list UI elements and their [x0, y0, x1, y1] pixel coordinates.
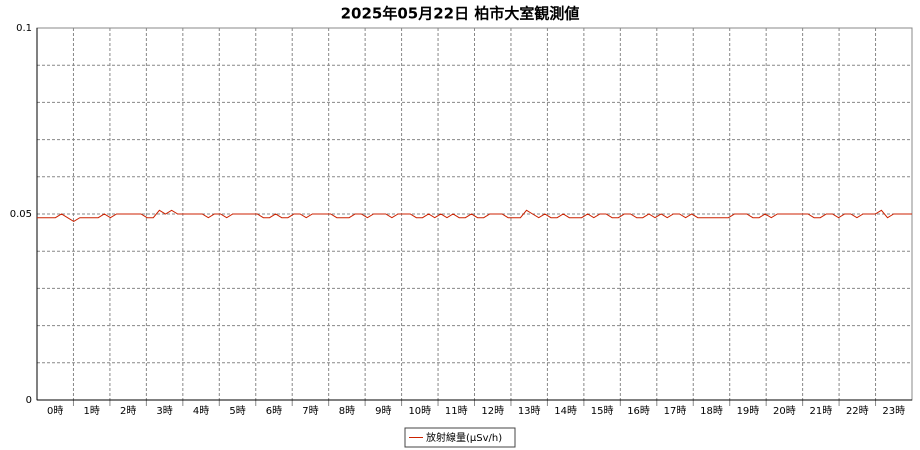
- y-tick-label: 0.1: [16, 23, 32, 34]
- chart-title: 2025年05月22日 柏市大室観測値: [341, 5, 580, 23]
- x-tick-label: 20時: [773, 405, 796, 417]
- x-tick-label: 8時: [339, 405, 355, 417]
- x-tick-label: 18時: [700, 405, 723, 417]
- x-tick-label: 1時: [84, 405, 100, 417]
- x-tick-label: 9時: [375, 405, 391, 417]
- x-tick-label: 3時: [156, 405, 172, 417]
- x-tick-label: 14時: [554, 405, 577, 417]
- x-tick-label: 10時: [408, 405, 431, 417]
- x-tick-label: 21時: [809, 405, 832, 417]
- x-tick-label: 2時: [120, 405, 136, 417]
- x-tick-label: 13時: [518, 405, 541, 417]
- x-tick-label: 16時: [627, 405, 650, 417]
- y-tick-label: 0.05: [10, 209, 32, 220]
- x-tick-label: 11時: [445, 405, 468, 417]
- x-tick-label: 6時: [266, 405, 282, 417]
- y-tick-label: 0: [26, 395, 32, 406]
- x-tick-label: 19時: [737, 405, 760, 417]
- legend-label: 放射線量(μSv/h): [426, 431, 502, 444]
- data-line: [37, 209, 912, 223]
- x-tick-label: 17時: [664, 405, 687, 417]
- x-tick-label: 5時: [229, 405, 245, 417]
- x-tick-label: 0時: [47, 405, 63, 417]
- x-tick-label: 12時: [481, 405, 504, 417]
- x-tick-label: 23時: [882, 405, 905, 417]
- x-tick-label: 22時: [846, 405, 869, 417]
- legend-box: [404, 427, 516, 448]
- x-tick-label: 4時: [193, 405, 209, 417]
- x-tick-label: 15時: [591, 405, 614, 417]
- x-tick-label: 7時: [302, 405, 318, 417]
